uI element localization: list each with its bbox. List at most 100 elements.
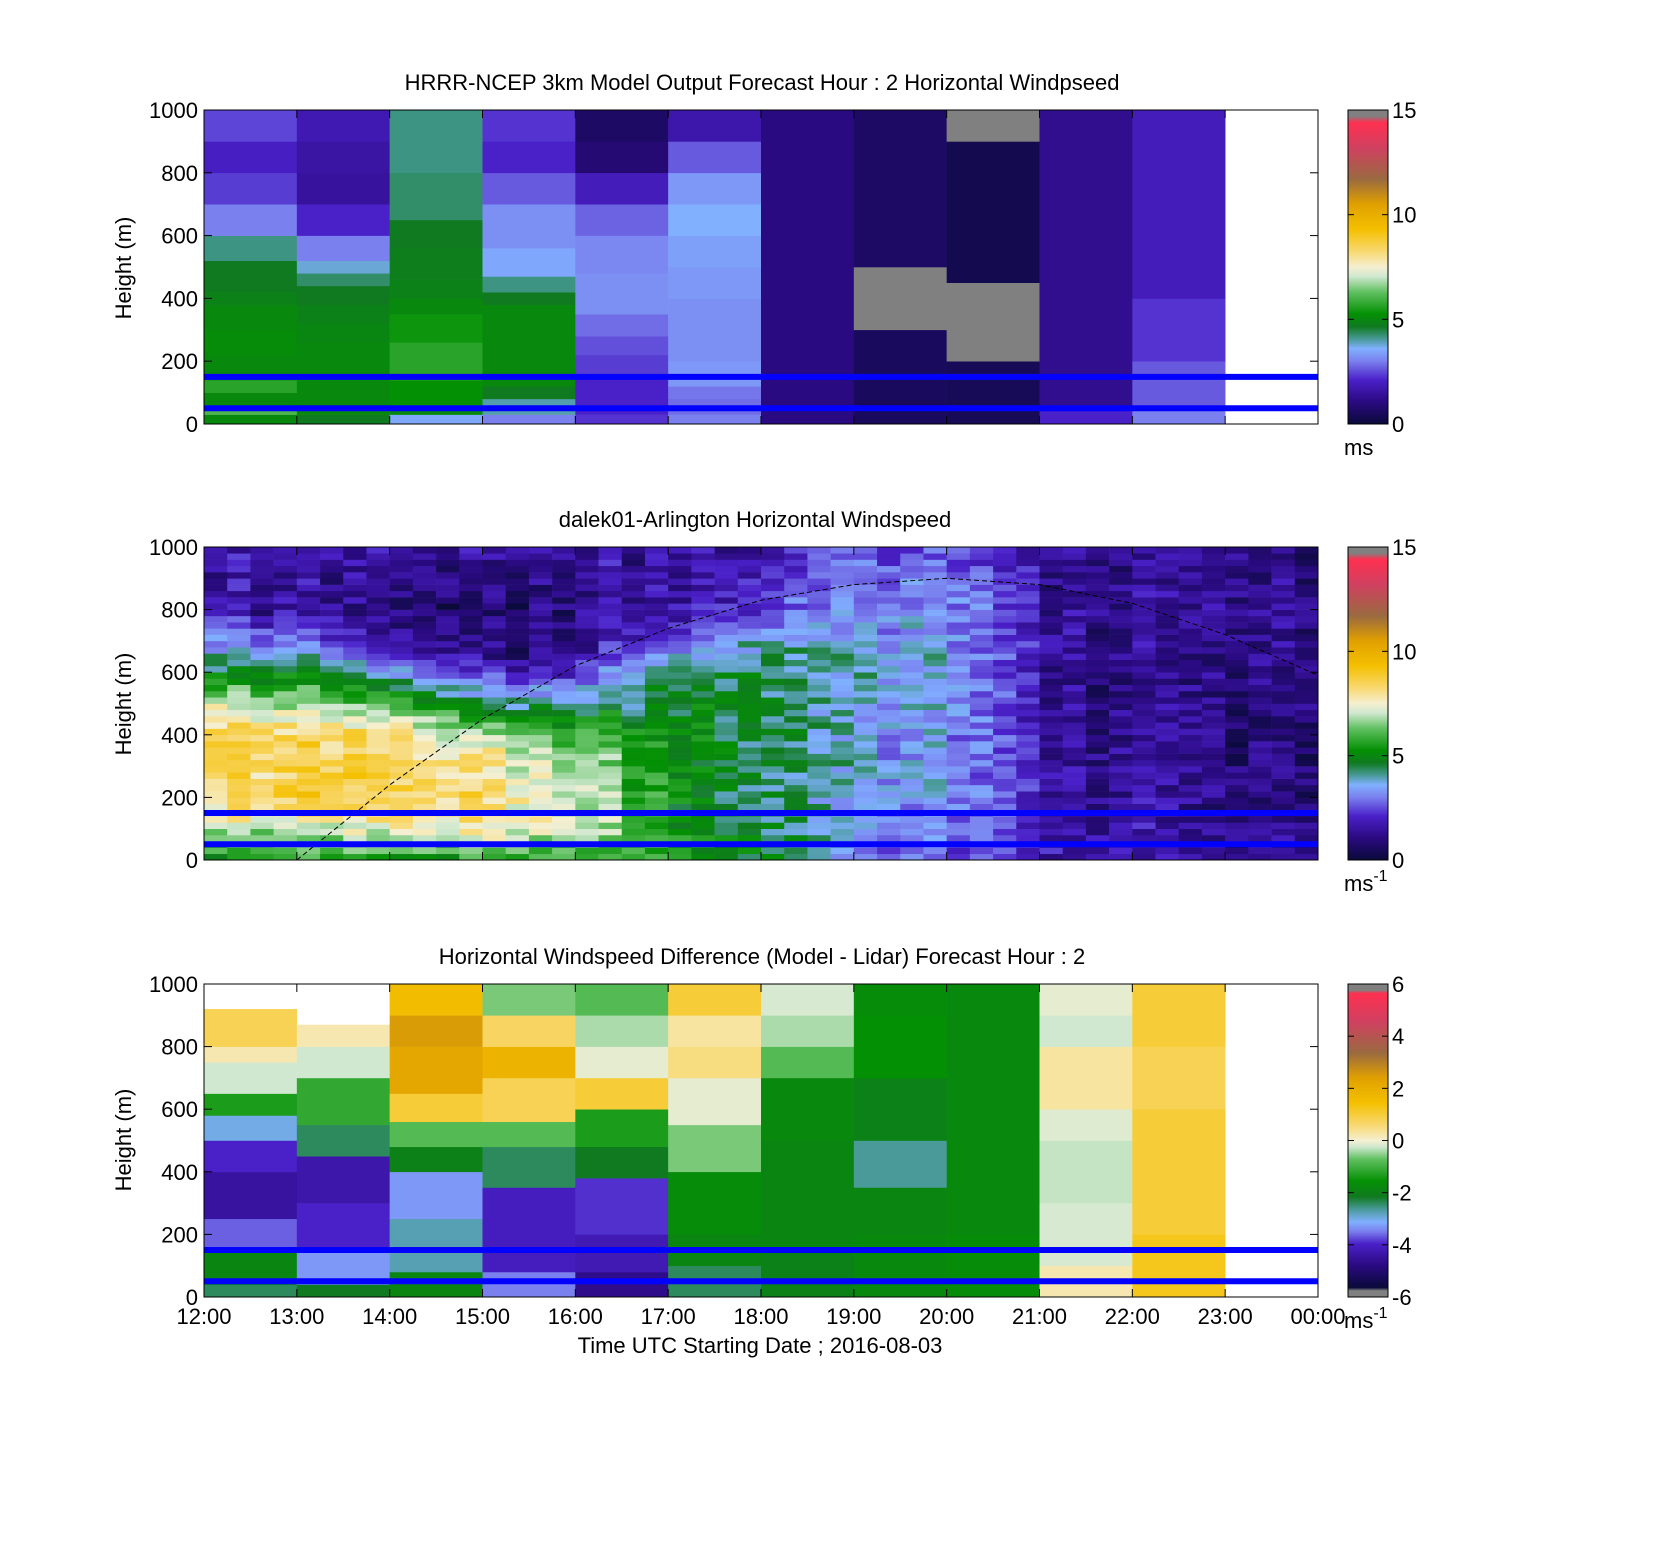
reference-height-lines (204, 373, 1318, 412)
heatmap-cell (412, 834, 437, 842)
heatmap-cell (250, 766, 274, 773)
heatmap-cell (969, 584, 994, 592)
heatmap-cell (273, 759, 298, 767)
heatmap-cell (1201, 834, 1226, 842)
heatmap-cell (621, 647, 646, 654)
heatmap-cell (853, 1077, 947, 1141)
y-tick-label: 600 (161, 224, 198, 249)
heatmap-cell (1132, 361, 1226, 409)
heatmap-cell (784, 741, 808, 748)
heatmap-cell (1225, 640, 1249, 648)
heatmap-cell (853, 847, 878, 855)
heatmap-cell (528, 797, 553, 804)
heatmap-cell (1155, 559, 1180, 567)
heatmap-cell (482, 547, 507, 554)
heatmap-cell (1294, 665, 1319, 673)
heatmap-cell (528, 834, 553, 842)
heatmap-cell (389, 684, 414, 692)
heatmap-cell (436, 753, 460, 761)
heatmap-cell (436, 709, 460, 717)
heatmap-cell (412, 603, 437, 610)
heatmap-cell (389, 1146, 483, 1173)
heatmap-cell (853, 690, 878, 698)
heatmap-cell (714, 822, 739, 829)
heatmap-cell (598, 753, 623, 761)
heatmap-cell (877, 778, 901, 786)
heatmap-cell (204, 273, 298, 293)
heatmap-cell (993, 847, 1017, 855)
heatmap-cell (1016, 597, 1040, 604)
heatmap-cell (1271, 847, 1296, 855)
heatmap-cell (1178, 653, 1203, 660)
heatmap-cell (575, 273, 669, 315)
heatmap-cell (761, 747, 785, 754)
heatmap-cell (691, 697, 715, 704)
heatmap-cell (691, 553, 715, 560)
heatmap-cell (1178, 640, 1203, 648)
heatmap-cell (482, 1271, 576, 1298)
heatmap-cell (621, 747, 646, 754)
heatmap-cell (204, 559, 228, 567)
heatmap-cell (853, 634, 878, 642)
heatmap-cell (459, 753, 483, 761)
heatmap-cell (505, 816, 530, 823)
heatmap-cell (436, 797, 460, 804)
heatmap-cell (273, 847, 298, 855)
heatmap-cell (969, 597, 994, 604)
x-axis-label: Time UTC Starting Date ; 2016-08-03 (578, 1333, 943, 1358)
heatmap-cell (412, 828, 437, 836)
heatmap-cell (436, 822, 460, 829)
heatmap-cell (389, 298, 483, 315)
x-tick-label: 12:00 (176, 1304, 231, 1329)
heatmap-cell (1201, 722, 1226, 729)
heatmap-cell (528, 565, 553, 573)
heatmap-cell (1271, 597, 1296, 604)
heatmap-cell (691, 747, 715, 754)
heatmap-cell (807, 722, 831, 729)
heatmap-cell (1155, 703, 1180, 711)
heatmap-cell (505, 615, 530, 623)
heatmap-cell (807, 716, 831, 723)
heatmap-cell (877, 747, 901, 754)
heatmap-cell (1294, 747, 1319, 754)
heatmap-cell (412, 565, 437, 573)
heatmap-cell (296, 728, 321, 736)
heatmap-cell (923, 559, 947, 567)
heatmap-cell (412, 697, 437, 704)
heatmap-cell (250, 784, 274, 792)
heatmap-cell (784, 634, 808, 642)
heatmap-cell (923, 759, 947, 767)
heatmap-cell (343, 734, 367, 742)
heatmap-cell (737, 766, 762, 773)
heatmap-cell (1271, 559, 1296, 567)
heatmap-cell (482, 172, 576, 205)
heatmap-cell (969, 547, 994, 554)
heatmap-cell (1178, 553, 1203, 560)
heatmap-cell (320, 772, 344, 779)
heatmap-cell (621, 759, 646, 767)
heatmap-cell (528, 766, 553, 773)
heatmap-cell (343, 728, 367, 736)
heatmap-cell (505, 690, 530, 698)
heatmap-cell (784, 834, 808, 842)
heatmap-cell (1155, 634, 1180, 642)
heatmap-cell (1201, 622, 1226, 629)
heatmap-cell (877, 822, 901, 829)
heatmap-cell (1201, 728, 1226, 736)
heatmap-cell (853, 603, 878, 610)
heatmap-cell (691, 659, 715, 667)
heatmap-cell (946, 572, 971, 579)
heatmap-cell (273, 722, 298, 729)
heatmap-cell (761, 784, 785, 792)
heatmap-cell (552, 766, 576, 773)
heatmap-cell (737, 590, 762, 598)
heatmap-cell (250, 559, 274, 567)
heatmap-cell (528, 784, 553, 792)
heatmap-cell (227, 716, 251, 723)
heatmap-cell (714, 784, 739, 792)
heatmap-cell (505, 559, 530, 567)
heatmap-cell (923, 853, 947, 861)
heatmap-cell (1294, 791, 1319, 798)
heatmap-cell (923, 622, 947, 629)
heatmap-cell (737, 609, 762, 617)
